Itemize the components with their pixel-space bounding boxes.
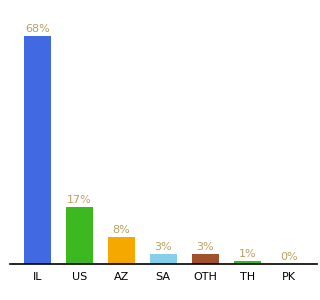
Text: 68%: 68%: [25, 24, 50, 34]
Bar: [108, 237, 135, 264]
Text: 0%: 0%: [280, 252, 298, 262]
Text: 3%: 3%: [154, 242, 172, 252]
Bar: [149, 254, 177, 264]
Text: 8%: 8%: [112, 226, 130, 236]
Text: 17%: 17%: [67, 195, 92, 205]
Bar: [234, 261, 261, 264]
Text: 3%: 3%: [196, 242, 214, 252]
Bar: [24, 36, 51, 264]
Text: 1%: 1%: [238, 249, 256, 259]
Bar: [192, 254, 219, 264]
Bar: [66, 207, 93, 264]
